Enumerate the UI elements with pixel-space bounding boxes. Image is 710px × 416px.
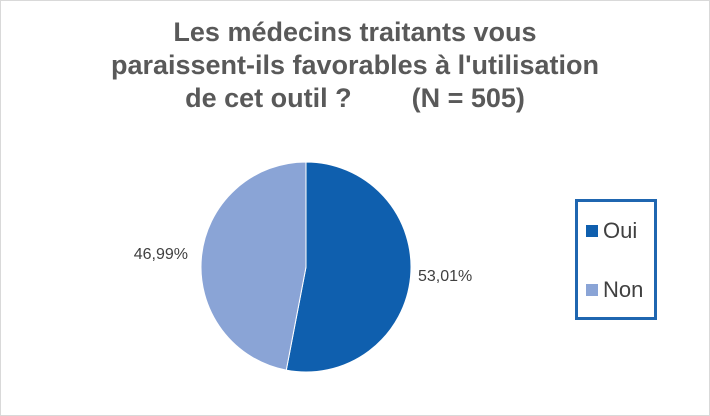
data-label-oui: 53,01%: [418, 268, 472, 285]
legend-swatch-oui: [586, 225, 598, 237]
chart-title: Les médecins traitants vous paraissent-i…: [0, 16, 710, 115]
legend-label-non: Non: [603, 277, 644, 302]
data-label-non: 46,99%: [134, 246, 188, 263]
chart-title-line-3: de cet outil ? (N = 505): [185, 83, 525, 113]
pie-slice-non: [200, 161, 307, 371]
chart-title-line-2: paraissent-ils favorables à l'utilisatio…: [110, 50, 600, 80]
legend-item-non: Non: [586, 277, 643, 303]
pie-slice-oui: [285, 161, 412, 373]
chart-title-line-1: Les médecins traitants vous: [173, 17, 537, 47]
legend-item-oui: Oui: [586, 218, 637, 244]
legend: Oui Non: [575, 199, 657, 320]
legend-label-oui: Oui: [603, 218, 638, 243]
legend-swatch-non: [586, 284, 598, 296]
